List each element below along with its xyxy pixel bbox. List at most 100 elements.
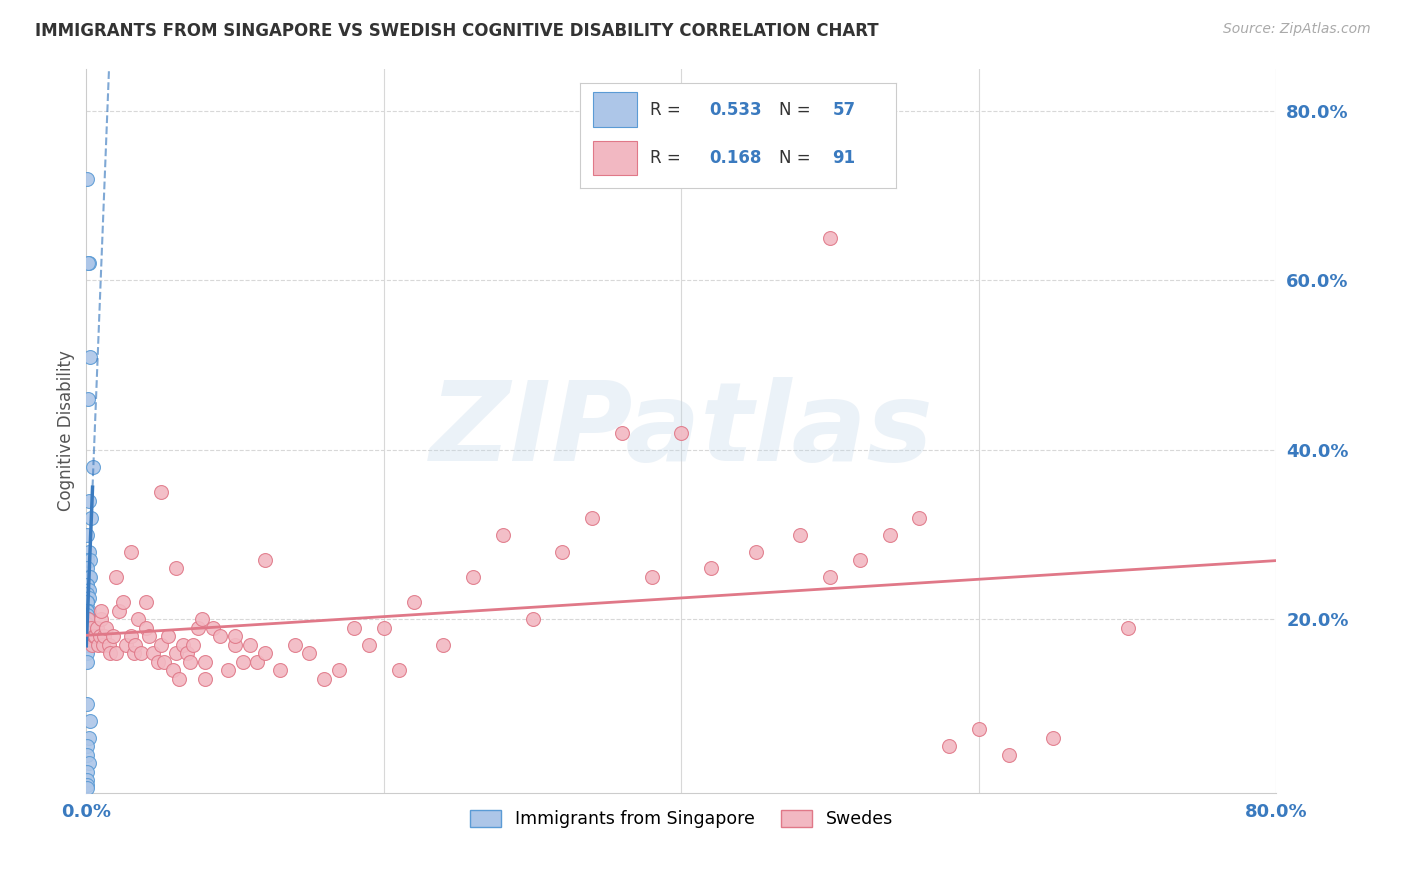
Text: ZIPatlas: ZIPatlas: [429, 377, 934, 484]
Point: [105, 570, 128, 584]
Point: [209, 629, 232, 643]
Point: [115, 638, 138, 652]
Point: [1116, 621, 1139, 635]
Point: [76, 739, 98, 754]
Point: [162, 663, 184, 677]
Point: [87, 638, 110, 652]
Point: [269, 663, 291, 677]
Point: [80, 510, 103, 524]
Point: [77, 544, 100, 558]
Point: [76, 621, 98, 635]
Text: Source: ZipAtlas.com: Source: ZipAtlas.com: [1223, 22, 1371, 37]
Point: [76, 778, 98, 792]
Point: [76, 612, 98, 626]
Point: [76, 612, 98, 626]
Point: [90, 612, 112, 626]
Point: [76, 612, 98, 626]
Point: [165, 646, 187, 660]
Point: [492, 527, 515, 541]
Point: [967, 723, 990, 737]
Point: [581, 510, 603, 524]
Point: [76, 604, 98, 618]
Point: [146, 655, 169, 669]
Point: [77, 621, 100, 635]
Point: [152, 655, 174, 669]
Point: [818, 231, 841, 245]
Point: [77, 582, 100, 597]
Point: [176, 646, 198, 660]
Point: [79, 570, 101, 584]
Point: [357, 638, 380, 652]
Point: [179, 655, 201, 669]
Point: [93, 629, 115, 643]
Point: [80, 621, 103, 635]
Point: [343, 621, 366, 635]
Point: [298, 646, 321, 660]
Point: [76, 764, 98, 779]
Legend: Immigrants from Singapore, Swedes: Immigrants from Singapore, Swedes: [463, 803, 900, 835]
Point: [82, 459, 104, 474]
Point: [76, 553, 98, 567]
Point: [120, 544, 142, 558]
Point: [77, 570, 100, 584]
Point: [77, 256, 100, 270]
Point: [77, 604, 100, 618]
Point: [167, 672, 190, 686]
Point: [91, 638, 114, 652]
Point: [1042, 731, 1064, 745]
Point: [79, 350, 101, 364]
Point: [112, 595, 135, 609]
Point: [135, 621, 157, 635]
Point: [76, 171, 98, 186]
Point: [79, 714, 101, 728]
Point: [522, 612, 544, 626]
Point: [402, 595, 425, 609]
Point: [908, 510, 931, 524]
Point: [157, 629, 180, 643]
Point: [194, 672, 217, 686]
Point: [700, 561, 723, 575]
Point: [127, 612, 149, 626]
Point: [76, 578, 98, 592]
Point: [997, 747, 1019, 762]
Point: [82, 638, 104, 652]
Point: [76, 629, 98, 643]
Point: [120, 629, 142, 643]
Point: [789, 527, 811, 541]
Point: [671, 425, 693, 440]
Point: [640, 570, 662, 584]
Point: [124, 638, 146, 652]
Point: [191, 612, 214, 626]
Point: [76, 616, 98, 631]
Point: [938, 739, 960, 754]
Point: [879, 527, 901, 541]
Point: [76, 612, 98, 626]
Point: [328, 663, 350, 677]
Point: [172, 638, 194, 652]
Point: [253, 646, 276, 660]
Point: [76, 625, 98, 640]
Point: [183, 638, 205, 652]
Point: [187, 621, 209, 635]
Point: [76, 604, 98, 618]
Point: [76, 612, 98, 626]
Point: [90, 604, 112, 618]
Point: [76, 621, 98, 635]
Point: [76, 747, 98, 762]
Point: [314, 672, 336, 686]
Point: [86, 621, 108, 635]
Point: [149, 638, 172, 652]
Point: [101, 629, 124, 643]
Point: [224, 629, 246, 643]
Point: [224, 638, 246, 652]
Point: [165, 561, 187, 575]
Point: [77, 756, 100, 771]
Point: [76, 256, 98, 270]
Point: [76, 780, 98, 795]
Point: [83, 629, 105, 643]
Point: [122, 646, 145, 660]
Point: [84, 629, 107, 643]
Point: [76, 587, 98, 601]
Point: [76, 646, 98, 660]
Point: [849, 553, 872, 567]
